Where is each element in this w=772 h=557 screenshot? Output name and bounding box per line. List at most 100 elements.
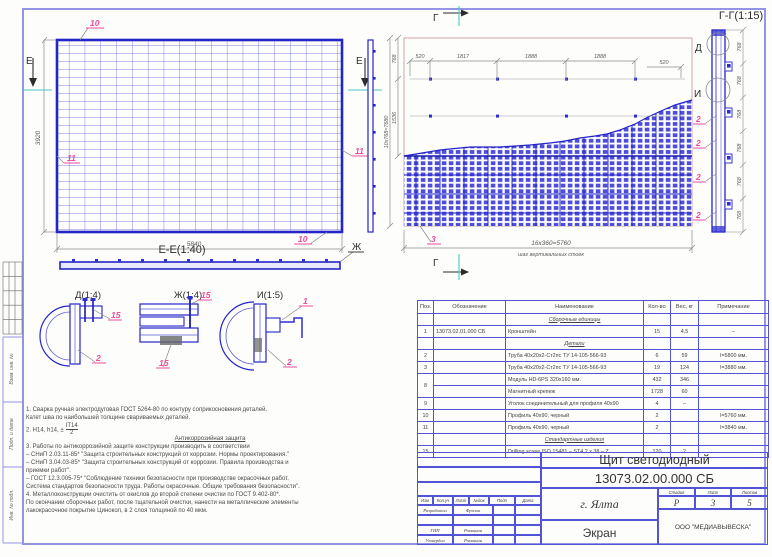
svg-text:1888: 1888 [525,54,537,60]
svg-text:1: 1 [303,296,308,306]
svg-text:10: 10 [298,234,308,244]
rear-left-dims: 10х768=7680 768 1536 [384,34,402,230]
spec-row: 15 Drilling screw ISO 15481 – ST4,2 x 38… [417,445,769,458]
rear-mountain [403,77,693,226]
sheets-total: 5 [731,496,768,509]
front-side-strip [367,39,376,233]
section-marker-e-left: Е [22,56,52,91]
svg-text:2: 2 [695,114,701,124]
svg-text:Е: Е [26,56,33,67]
left-margin-strip: Взам. инв. № Подп. и дата Инв. № подл. [2,261,23,544]
ee-title: Е-Е(1:40) [158,244,205,256]
rear-view: 520 1817 1888 1888 520 10х768=7680 768 1… [384,6,763,280]
front-grid [55,38,344,234]
spec-row: 11 Профиль 40х90, черный 2 l=3840 мм. [417,421,769,434]
doc-code: 13073.02.00.000 СБ [541,468,768,488]
stage-header-row: Стадия Лист Листов [658,488,768,496]
spec-row: 9 Уголок соединительный для профиля 40х9… [417,397,769,410]
svg-text:Ж(1:4): Ж(1:4) [174,290,202,301]
sig-row [417,515,541,525]
spec-row: 10 Профиль 40х90, черный 2 l=5760 мм. [417,409,769,422]
ee-and-details: Е-Е(1:40) Ж Д(1:4) [39,242,364,371]
sig-row: Утвердил Ромашин [417,535,541,545]
technical-notes: 1. Сварка ручная электродуговая ГОСТ 526… [26,407,394,515]
sig-header-row: Изм Кол.уч Лист №док Подп Дата [417,496,541,505]
ee-callout-zh: Ж [339,242,364,263]
note-line: 1. Сварка ручная электродуговая ГОСТ 526… [26,407,268,413]
rear-callout-3: 3 [419,225,441,245]
gg-section: Г-Г(1:15) Д И 2 [693,10,763,236]
svg-text:И(1:5): И(1:5) [257,290,283,301]
stamp-label: Подп. и дата [9,418,15,450]
drawing-frame [22,8,766,545]
svg-text:2: 2 [286,357,292,367]
front-dimensions [40,36,346,253]
svg-text:15: 15 [159,358,169,368]
spec-row: 1 13073.02.01.000 СБ Кронштейн 15 4,5– [417,325,769,338]
svg-text:768: 768 [737,43,743,52]
front-view: 5840 3920 Е Е 10 10 11 11 [22,18,382,253]
gg-detail-d-label: Д [695,43,702,54]
note-line: лакокрасочное покрытие Цинокол, в 2 слоя… [26,507,208,514]
gg-callouts: 2 2 2 2 [693,114,717,221]
svg-text:2: 2 [695,138,701,148]
svg-text:768: 768 [737,211,743,220]
svg-text:3: 3 [431,234,436,244]
svg-text:768: 768 [737,110,743,119]
svg-text:768: 768 [392,55,398,64]
sig-row: Разработал Фролов [417,505,541,515]
front-height-dim: 3920 [35,130,42,145]
svg-text:10х768=7680: 10х768=7680 [384,116,390,149]
title-block: Изм Кол.уч Лист №док Подп Дата Разработа… [417,452,768,545]
detail-view-d: Д(1:4) 15 2 [39,290,122,367]
svg-text:Г: Г [433,13,439,24]
svg-text:15: 15 [111,310,121,320]
sheet-number: 3 [695,496,731,509]
front-width-dim: 5840 [187,241,202,248]
svg-text:Е: Е [356,56,363,67]
svg-text:11: 11 [355,146,364,156]
section-marker-g-top: Г [433,6,469,26]
svg-text:768: 768 [737,76,743,85]
note-line: приемки работ". [26,468,71,475]
svg-text:Ж: Ж [352,242,362,253]
sig-row: ГИП Ромашин [417,525,541,535]
svg-text:1817: 1817 [457,54,470,60]
front-callouts: 10 10 11 11 [56,18,368,245]
svg-text:768: 768 [737,177,743,186]
note-line: Катет шва по наибольшей толщине сваривае… [26,414,191,421]
gg-title: Г-Г(1:15) [719,10,763,22]
doc-name: Щит светодиодный [541,452,768,468]
stage-value: Р [658,496,695,509]
rear-bottom-dim: 16х360=5760 шаг вертикальных стоек [400,230,696,258]
spec-section-row: Детали [417,337,769,350]
gg-right-dims: 768 768 768 768 768 768 [725,26,747,236]
spec-section-row: Стандартные изделия [417,433,769,446]
svg-text:16х360=5760: 16х360=5760 [531,240,571,247]
svg-text:Д(1:4): Д(1:4) [75,290,101,301]
stamp-label: Взам. инв. № [9,353,15,385]
stage-value-row: Р 3 5 [658,496,768,509]
gg-detail-i-label: И [694,89,701,100]
city: г. Ялта [541,488,658,520]
section-marker-e-right: Е [348,56,382,91]
svg-text:1888: 1888 [594,54,606,60]
note-line: – СНиП 2.03.11-85* "Защита строительных … [26,452,290,459]
detail-view-i: И(1:5) 1 2 [219,290,313,371]
note-line: – ГОСТ 12.3.005-75* "Соблюдение техники … [26,475,289,482]
svg-text:Г: Г [433,258,439,269]
svg-text:2: 2 [695,210,701,220]
spec-row: 8 Модуль HD-6PS 320х160 мм. 432 346 [417,373,769,398]
svg-text:11: 11 [67,153,76,163]
svg-text:520: 520 [416,54,425,60]
spec-row: 3 Труба 40х20х2-Ст2пс ТУ 14-105-566-93 19… [417,361,769,374]
section-marker-g-bottom: Г [433,254,469,280]
svg-text:768: 768 [737,144,743,153]
spec-row: Магнитный крепеж 1728 60 [418,385,769,398]
spec-row: 2 Труба 40х20х2-Ст2пс ТУ 14-105-566-93 6 … [417,349,769,362]
company: ООО "МЕДИАВЫВЕСКА" [658,509,768,545]
svg-text:15: 15 [201,290,211,300]
note-line: 3. Работы по антикоррозийной защите конс… [26,444,250,451]
note-line: 4. Металлоконструкции очистить от окисло… [26,491,281,498]
